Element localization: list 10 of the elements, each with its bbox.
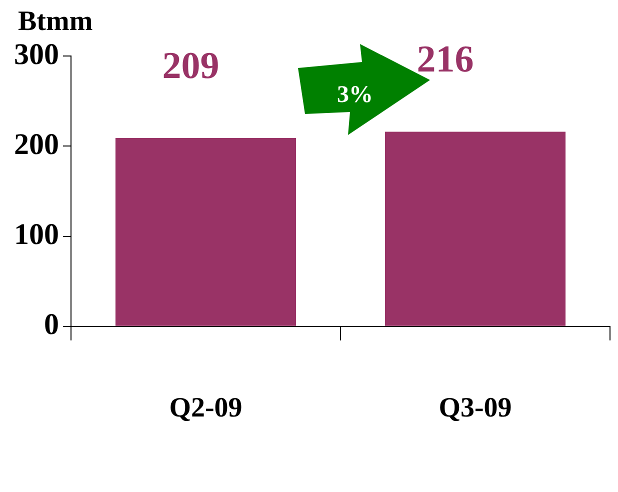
y-axis-title: Btmm (18, 6, 93, 37)
x-tick-label: Q3-09 (438, 392, 512, 424)
y-tick-label: 100 (14, 218, 59, 252)
annotation: 3% (337, 82, 373, 108)
x-tick-label: Q2-09 (169, 392, 242, 424)
y-tick-label: 300 (14, 38, 59, 71)
y-tick-label: 200 (14, 128, 59, 161)
data-label: 216 (416, 38, 474, 81)
y-tick-label: 0 (44, 308, 59, 342)
data-label: 209 (162, 45, 220, 88)
